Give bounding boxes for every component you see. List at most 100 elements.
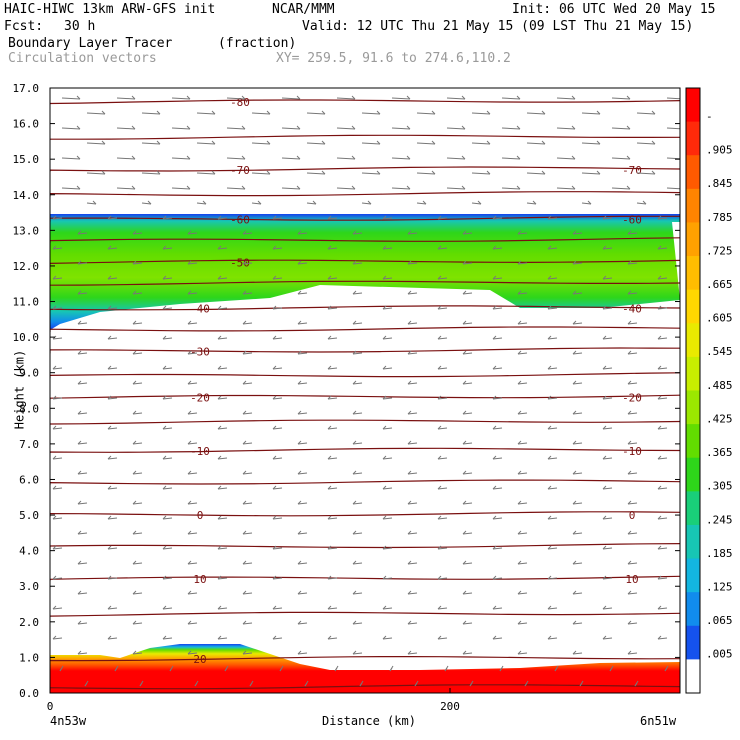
circulation-vector (61, 185, 81, 190)
circulation-vector (327, 455, 338, 460)
circulation-vector (187, 500, 198, 505)
circulation-vector (132, 620, 143, 625)
circulation-vector (272, 365, 283, 370)
circulation-vector (517, 530, 528, 535)
circulation-vector (359, 680, 364, 687)
circulation-vector (437, 425, 448, 430)
circulation-vector (77, 500, 88, 505)
circulation-vector (556, 185, 576, 190)
temperature-contour-line (50, 215, 680, 222)
y-tick-label: 3.0 (19, 580, 39, 593)
circulation-vector (382, 635, 393, 640)
circulation-vector (517, 410, 528, 415)
circulation-vector (462, 410, 473, 415)
circulation-vector (107, 365, 118, 370)
circulation-vector (242, 320, 253, 325)
circulation-vector (416, 200, 427, 205)
circulation-vector (657, 305, 668, 310)
circulation-vector (407, 650, 418, 655)
circulation-vector (382, 215, 393, 220)
circulation-vector (132, 320, 143, 325)
circulation-vector (524, 680, 529, 687)
circulation-vector (389, 665, 394, 672)
circulation-vector (382, 455, 393, 460)
circulation-vector (52, 455, 63, 460)
plot-area: 20 10 10 0 0 -10 -10 -20 -20 -30 -40 -40 -50 -60 -60 -7… (50, 88, 680, 693)
circulation-vector (657, 455, 668, 460)
circulation-vector (361, 110, 381, 115)
circulation-vector (492, 455, 503, 460)
circulation-vector (382, 305, 393, 310)
org-label: NCAR/MMM (272, 2, 335, 17)
temperature-contour-line (50, 447, 680, 453)
contour-label: -20 (190, 392, 210, 405)
circulation-vector (171, 125, 191, 130)
circulation-vector (242, 620, 253, 625)
circulation-vector (437, 395, 448, 400)
circulation-vector (272, 575, 283, 580)
circulation-vector (77, 290, 88, 295)
circulation-vector (382, 425, 393, 430)
colorbar-swatch (686, 188, 700, 223)
circulation-vector (437, 575, 448, 580)
circulation-vector (327, 635, 338, 640)
circulation-vector (407, 530, 418, 535)
circulation-vector (77, 530, 88, 535)
circulation-vector (334, 665, 339, 672)
circulation-vector (107, 275, 118, 280)
circulation-vector (77, 470, 88, 475)
circulation-vector (437, 275, 448, 280)
circulation-vector (187, 440, 198, 445)
circulation-vector (382, 365, 393, 370)
colorbar-swatch (686, 256, 700, 291)
x-tick-label: 200 (440, 700, 460, 713)
y-tick-label: 7.0 (19, 438, 39, 451)
circulation-vector (132, 260, 143, 265)
circulation-vector (297, 500, 308, 505)
colorbar-swatch (686, 323, 700, 358)
circulation-vector (132, 470, 143, 475)
contour-label-right: -20 (622, 392, 642, 405)
y-tick-label: 5.0 (19, 509, 39, 522)
circulation-vector (657, 275, 668, 280)
circulation-vector (462, 290, 473, 295)
circulation-vector (416, 140, 436, 145)
circulation-vector (437, 215, 448, 220)
circulation-vector (162, 335, 173, 340)
circulation-vector (272, 305, 283, 310)
circulation-vector (547, 635, 558, 640)
circulation-vector (492, 635, 503, 640)
circulation-vector (547, 605, 558, 610)
colorbar-label: .725 (706, 244, 733, 257)
circulation-vector (242, 260, 253, 265)
circulation-vector (107, 395, 118, 400)
circulation-vector (272, 425, 283, 430)
circulation-vector (77, 350, 88, 355)
circulation-vector (627, 620, 638, 625)
circulation-vector (297, 290, 308, 295)
circulation-vector (407, 470, 418, 475)
circulation-vector (556, 125, 576, 130)
colorbar-swatch (686, 88, 700, 123)
circulation-vector (627, 350, 638, 355)
circulation-vector (224, 665, 229, 672)
circulation-vector (196, 170, 216, 175)
vector-label: Circulation vectors (8, 51, 157, 66)
circulation-vector (297, 470, 308, 475)
circulation-vector (242, 500, 253, 505)
circulation-vector (572, 590, 583, 595)
circulation-vector (627, 500, 638, 505)
circulation-vector (107, 485, 118, 490)
circulation-vector (141, 140, 161, 145)
colorbar-label: .065 (706, 614, 733, 627)
circulation-vector (196, 110, 216, 115)
circulation-vector (196, 140, 216, 145)
circulation-vector (492, 365, 503, 370)
circulation-vector (141, 110, 161, 115)
circulation-vector (407, 230, 418, 235)
circulation-vector (547, 335, 558, 340)
circulation-vector (462, 320, 473, 325)
circulation-vector (462, 470, 473, 475)
circulation-vector (391, 125, 411, 130)
circulation-vector (327, 515, 338, 520)
